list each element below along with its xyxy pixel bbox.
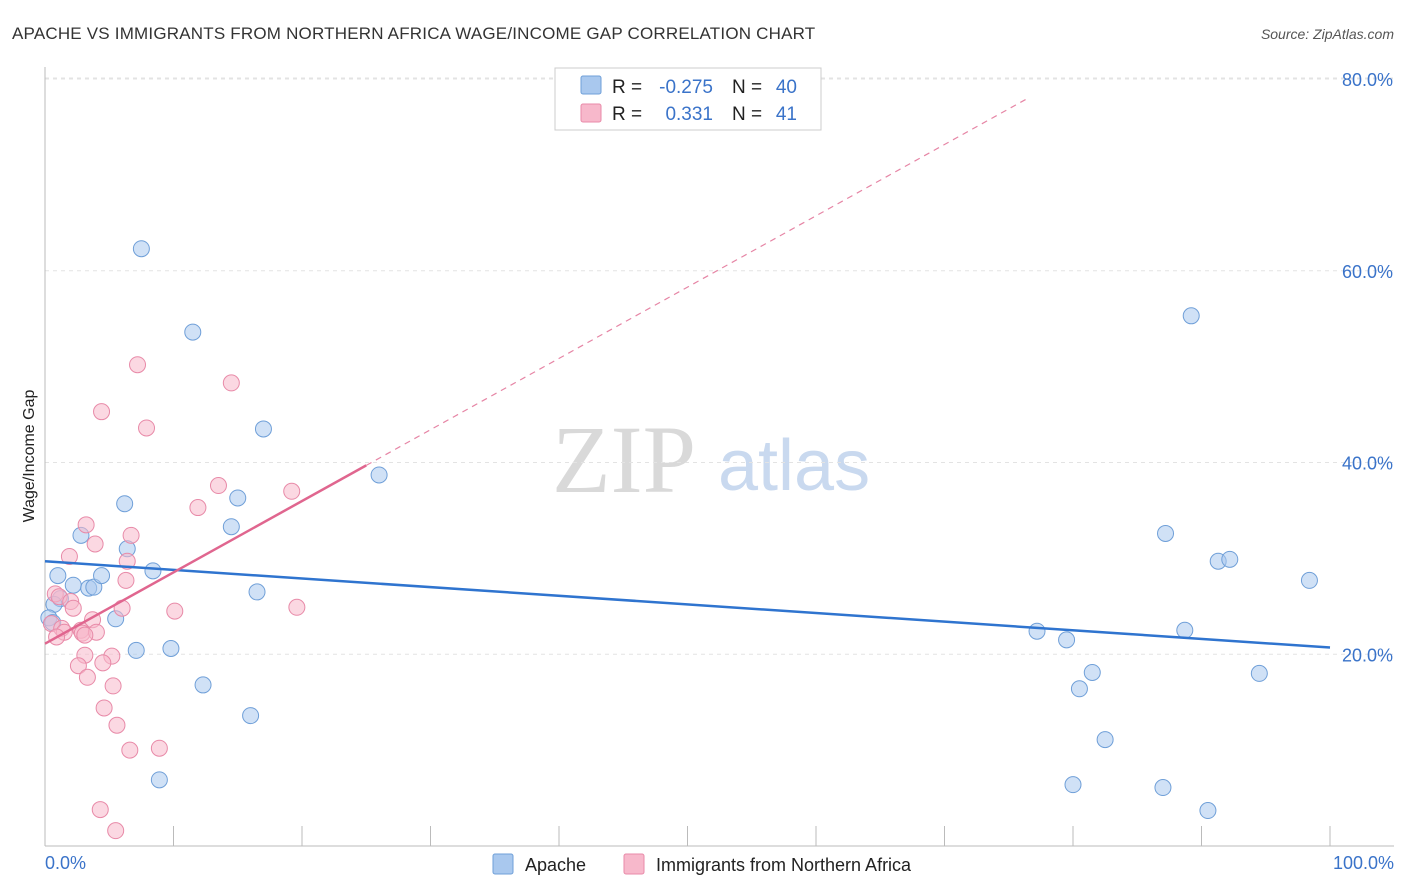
y-tick-labels: 20.0% 40.0% 60.0% 80.0% [1342, 70, 1393, 665]
point-apache [1250, 664, 1268, 682]
chart-title: APACHE VS IMMIGRANTS FROM NORTHERN AFRIC… [12, 24, 815, 43]
point-apache [127, 641, 145, 659]
point-immigrants [60, 547, 78, 565]
gridlines [45, 77, 1394, 655]
point-immigrants [91, 801, 109, 819]
legend-swatch-apache [580, 75, 602, 95]
point-apache [93, 567, 111, 585]
y-tick-label-80: 80.0% [1342, 70, 1393, 90]
trend-line-extension-immigrants [365, 97, 1029, 466]
x-tick-marks [173, 826, 1331, 846]
y-axis-label: Wage/Income Gap [21, 390, 38, 523]
point-immigrants [150, 739, 168, 757]
point-immigrants [95, 699, 113, 717]
point-apache [49, 567, 67, 585]
legend-n-label-apache: N = [732, 77, 762, 98]
x-tick-label-max: 100.0% [1333, 853, 1394, 873]
point-immigrants [118, 552, 136, 570]
y-tick-label-20: 20.0% [1342, 645, 1393, 665]
point-apache [229, 489, 247, 507]
x-tick-label-min: 0.0% [45, 853, 86, 873]
point-immigrants [94, 654, 112, 672]
point-apache [1028, 622, 1046, 640]
legend-r-value-apache: -0.275 [659, 77, 713, 98]
point-apache [1064, 776, 1082, 794]
point-immigrants [117, 571, 135, 589]
point-apache [370, 466, 388, 484]
legend-n-value-immigrants: 41 [776, 104, 797, 125]
bottom-legend-swatch-apache [492, 853, 514, 875]
bottom-legend-label-immigrants: Immigrants from Northern Africa [656, 855, 912, 875]
watermark-atlas: atlas [718, 426, 870, 506]
point-immigrants [69, 657, 87, 675]
point-apache [222, 518, 240, 536]
point-immigrants [129, 356, 147, 374]
point-immigrants [209, 477, 227, 495]
point-immigrants [121, 741, 139, 759]
point-immigrants [93, 403, 111, 421]
trend-lines [44, 97, 1331, 649]
point-apache [184, 323, 202, 341]
point-apache [1182, 307, 1200, 325]
point-immigrants [166, 602, 184, 620]
point-apache [150, 771, 168, 789]
watermark: ZIP atlas [552, 406, 870, 513]
point-apache [1300, 571, 1318, 589]
point-immigrants [76, 626, 94, 644]
legend-n-label-immigrants: N = [732, 104, 762, 125]
point-apache [248, 583, 266, 601]
point-immigrants [64, 599, 82, 617]
point-immigrants [78, 668, 96, 686]
point-immigrants [222, 374, 240, 392]
legend-n-value-apache: 40 [776, 77, 797, 98]
series-legend: Apache Immigrants from Northern Africa [492, 853, 912, 875]
point-apache [1096, 731, 1114, 749]
legend-r-value-immigrants: 0.331 [665, 104, 713, 125]
point-apache [1083, 663, 1101, 681]
stats-legend: R = -0.275 N = 40 R = 0.331 N = 41 [554, 67, 822, 131]
bottom-legend-label-apache: Apache [525, 855, 586, 875]
point-apache [1154, 779, 1172, 797]
point-immigrants [77, 516, 95, 534]
scatter-points [40, 240, 1318, 840]
point-immigrants [122, 526, 140, 544]
chart-source: Source: ZipAtlas.com [1261, 26, 1394, 42]
point-immigrants [86, 535, 104, 553]
point-immigrants [189, 499, 207, 517]
bottom-legend-swatch-immigrants [623, 853, 645, 875]
legend-r-label-immigrants: R = [612, 104, 642, 125]
point-apache [1058, 631, 1076, 649]
point-apache [1157, 524, 1175, 542]
point-apache [1199, 802, 1217, 820]
point-apache [132, 240, 150, 258]
point-apache [1176, 621, 1194, 639]
point-apache [194, 676, 212, 694]
point-apache [242, 707, 260, 725]
y-tick-label-40: 40.0% [1342, 454, 1393, 474]
point-apache [116, 495, 134, 513]
point-immigrants [108, 716, 126, 734]
point-apache [162, 639, 180, 657]
trend-line-immigrants [44, 464, 367, 645]
point-apache [1221, 550, 1239, 568]
trend-line-apache [44, 560, 1331, 649]
point-apache [254, 420, 272, 438]
watermark-zip: ZIP [552, 406, 696, 513]
legend-swatch-immigrants [580, 103, 602, 123]
point-immigrants [104, 677, 122, 695]
y-tick-label-60: 60.0% [1342, 262, 1393, 282]
legend-r-label-apache: R = [612, 77, 642, 98]
point-apache [1070, 680, 1088, 698]
point-immigrants [138, 419, 156, 437]
point-apache [64, 576, 82, 594]
point-immigrants [288, 598, 306, 616]
point-immigrants [107, 822, 125, 840]
point-immigrants [283, 482, 301, 500]
point-apache [144, 562, 162, 580]
